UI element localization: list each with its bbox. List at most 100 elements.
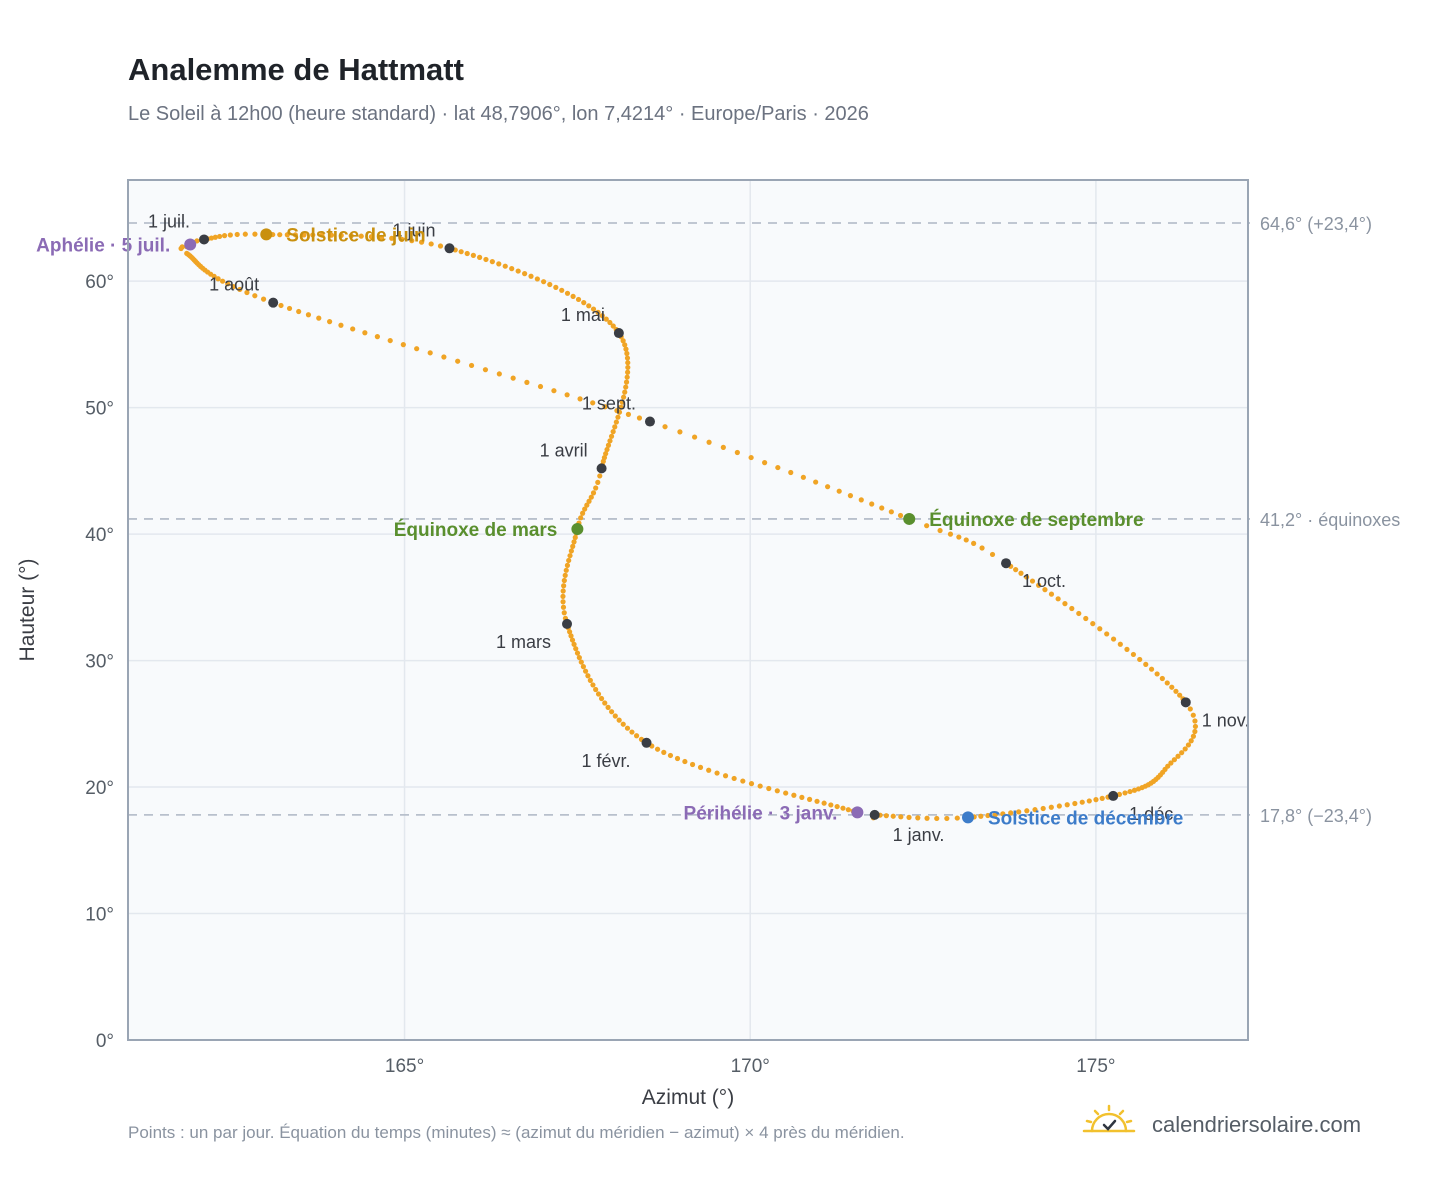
event-marker <box>851 806 864 819</box>
daily-point <box>944 815 950 822</box>
daily-point <box>858 497 864 503</box>
daily-point <box>1148 666 1155 672</box>
daily-point <box>573 646 579 652</box>
daily-point <box>610 429 616 435</box>
daily-point <box>225 281 231 287</box>
daily-point <box>1192 718 1198 724</box>
daily-point <box>515 268 521 274</box>
daily-point <box>455 358 461 364</box>
daily-point <box>605 442 612 448</box>
daily-point <box>813 479 819 485</box>
daily-point <box>593 686 599 693</box>
month-marker <box>1108 790 1119 801</box>
brand-logo[interactable]: calendriersolaire.com <box>1082 1104 1382 1144</box>
y-tick-label: 60° <box>85 272 114 293</box>
daily-point <box>574 650 581 656</box>
daily-point <box>414 346 420 352</box>
daily-point <box>590 400 596 406</box>
daily-point <box>662 424 668 430</box>
daily-point <box>348 233 354 239</box>
chart-footnote: Points : un par jour. Équation du temps … <box>128 1123 905 1142</box>
daily-point <box>563 567 569 573</box>
daily-point <box>1164 680 1170 686</box>
daily-point <box>748 454 754 461</box>
daily-point <box>1016 809 1022 815</box>
daily-point <box>629 729 635 735</box>
daily-point <box>217 233 223 240</box>
daily-point <box>560 604 567 610</box>
daily-point <box>682 758 688 765</box>
daily-point <box>1185 742 1192 748</box>
daily-point <box>915 815 921 821</box>
x-axis-label: Azimut (°) <box>642 1086 734 1109</box>
daily-point <box>599 313 605 319</box>
daily-point <box>1083 615 1089 622</box>
daily-point <box>327 319 333 325</box>
daily-point <box>612 424 618 430</box>
daily-point <box>625 364 631 371</box>
daily-point <box>689 761 696 768</box>
daily-point <box>564 290 571 296</box>
daily-point <box>316 315 322 321</box>
daily-point <box>319 232 325 238</box>
daily-point <box>762 460 768 466</box>
month-label: 1 août <box>209 275 259 295</box>
daily-point <box>1130 651 1137 658</box>
event-marker <box>260 228 273 241</box>
daily-point <box>825 484 831 490</box>
daily-point <box>1190 712 1196 718</box>
daily-point <box>989 551 996 558</box>
month-marker <box>596 463 607 474</box>
daily-point <box>389 235 395 241</box>
daily-point <box>590 490 597 496</box>
daily-point <box>1024 574 1030 580</box>
daily-point <box>814 798 820 804</box>
daily-point <box>441 354 447 360</box>
daily-point <box>387 337 393 344</box>
daily-point <box>374 334 380 340</box>
daily-point <box>906 814 912 820</box>
daily-point <box>477 254 483 260</box>
daily-point <box>603 451 609 457</box>
daily-point <box>619 399 625 405</box>
daily-point <box>1090 621 1096 627</box>
daily-point <box>636 415 643 421</box>
daily-point <box>582 506 588 512</box>
daily-point <box>623 384 629 390</box>
daily-point <box>409 238 415 244</box>
month-label: 1 mars <box>496 632 551 652</box>
month-marker <box>562 618 573 629</box>
daily-point <box>560 593 566 599</box>
daily-point <box>278 302 284 309</box>
daily-point <box>1018 570 1024 576</box>
daily-point <box>740 778 746 784</box>
daily-point <box>954 815 960 821</box>
daily-point <box>1079 799 1085 805</box>
daily-point <box>625 360 631 366</box>
daily-point <box>212 234 218 240</box>
daily-point <box>624 374 630 380</box>
sun-check-icon <box>1082 1104 1136 1133</box>
daily-point <box>575 296 582 303</box>
month-label: 1 nov. <box>1202 710 1250 730</box>
daily-point <box>553 284 559 290</box>
daily-point <box>806 796 813 802</box>
daily-point <box>482 367 489 373</box>
daily-point <box>1069 605 1075 612</box>
daily-point <box>570 543 576 549</box>
daily-point <box>578 659 584 665</box>
daily-point <box>310 232 316 238</box>
event-label: Équinoxe de mars <box>394 519 558 541</box>
daily-point <box>242 231 248 237</box>
daily-point <box>350 326 356 332</box>
daily-point <box>601 455 608 461</box>
daily-point <box>577 396 583 402</box>
daily-point <box>237 286 243 293</box>
daily-point <box>1008 810 1014 816</box>
daily-point <box>1188 738 1194 744</box>
daily-point <box>1154 671 1160 677</box>
daily-point <box>362 330 368 336</box>
daily-point <box>227 232 233 238</box>
month-label: 1 juil. <box>148 211 190 231</box>
brand-name: calendriersolaire.com <box>1152 1112 1362 1137</box>
